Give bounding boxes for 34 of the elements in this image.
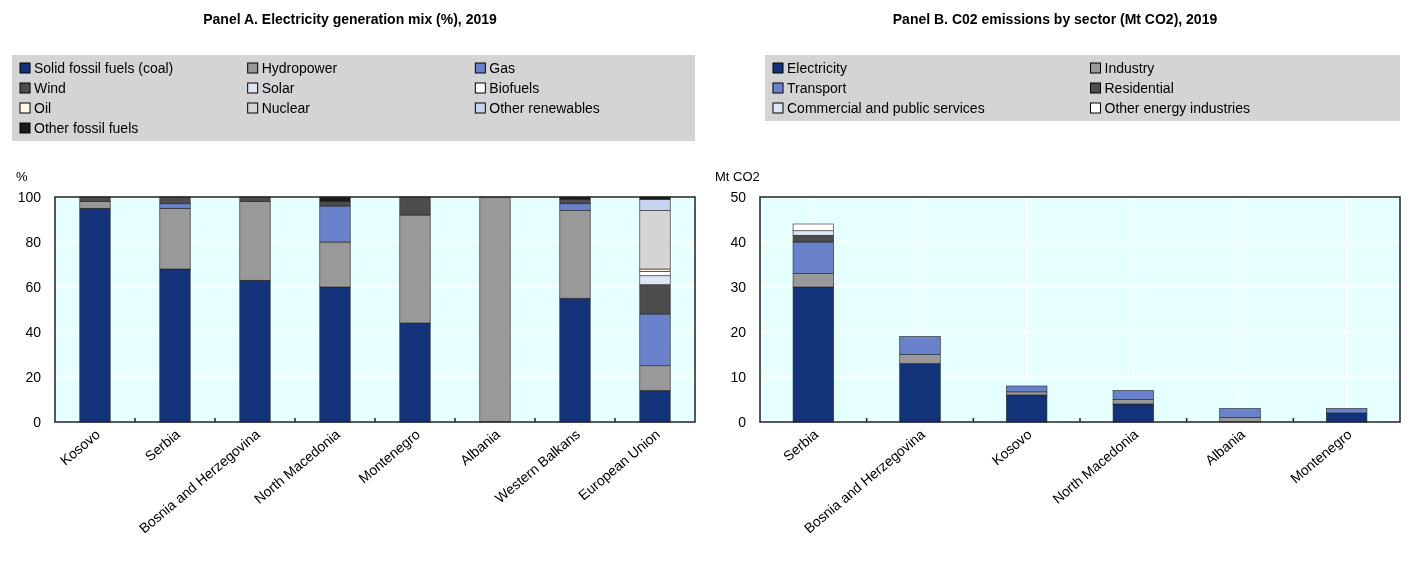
legend-label: Oil	[34, 100, 52, 116]
y-tick-label: 0	[33, 414, 42, 430]
y-tick-label: 20	[25, 369, 42, 385]
legend-label: Other fossil fuels	[34, 120, 139, 136]
chart-title: Panel B. C02 emissions by sector (Mt CO2), 2019	[892, 11, 1218, 27]
y-tick-label: 60	[25, 279, 42, 295]
legend-label: Solar	[261, 80, 295, 96]
y-tick-label: 10	[730, 369, 747, 385]
legend-label: Gas	[489, 60, 516, 76]
legend-label: Other renewables	[489, 100, 600, 116]
y-axis-title: Mt CO2	[715, 169, 760, 184]
y-tick-label: 40	[25, 324, 42, 340]
y-tick-label: 40	[730, 234, 747, 250]
legend-label: Residential	[1104, 80, 1174, 96]
y-tick-label: 20	[730, 324, 747, 340]
legend-label: Commercial and public services	[787, 100, 985, 116]
legend-label: Electricity	[787, 60, 847, 76]
y-tick-label: 0	[738, 414, 747, 430]
legend-label: Industry	[1104, 60, 1155, 76]
y-tick-label: 50	[730, 189, 747, 205]
bar	[1006, 385, 1048, 393]
y-axis-title: %	[16, 169, 28, 184]
legend-label: Transport	[787, 80, 847, 96]
legend-label: Solid fossil fuels (coal)	[34, 60, 174, 76]
y-tick-label: 30	[730, 279, 747, 295]
chart-title: Panel A. Electricity generation mix (%), 2019	[203, 11, 498, 27]
y-tick-label: 80	[25, 234, 42, 250]
bar	[1219, 408, 1261, 418]
y-tick-label: 100	[17, 189, 42, 205]
legend-label: Other energy industries	[1104, 100, 1251, 116]
legend-label: Hydropower	[261, 60, 338, 76]
legend-label: Biofuels	[489, 80, 540, 96]
legend-label: Nuclear	[261, 100, 311, 116]
legend-label: Wind	[34, 80, 66, 96]
